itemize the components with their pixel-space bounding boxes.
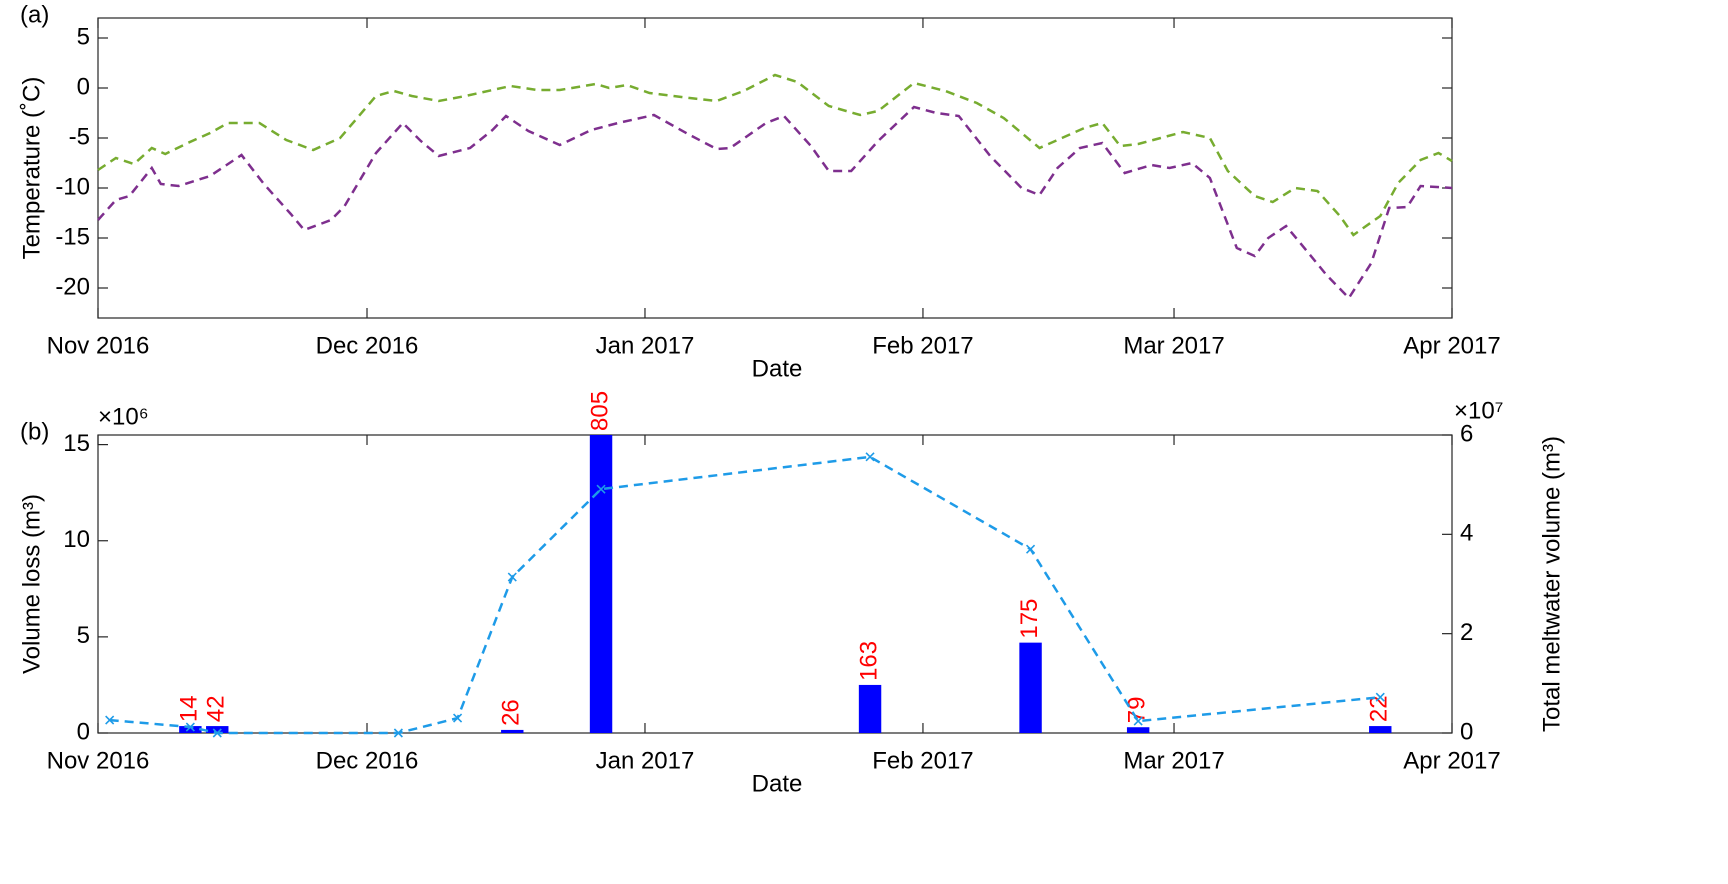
marker: [185, 722, 195, 732]
y2-tick-label: 6: [1460, 420, 1473, 447]
y-tick-label: 5: [77, 622, 90, 649]
y-tick-label: -5: [69, 123, 90, 150]
bar: [858, 684, 882, 733]
x-axis-label: Date: [752, 770, 803, 797]
marker: [1375, 692, 1385, 702]
y-tick-label: 15: [63, 430, 90, 457]
y-tick-label: 0: [77, 73, 90, 100]
y-tick-label: -10: [55, 173, 90, 200]
plot-frame: [97, 434, 1453, 734]
bar-label: 22: [1366, 695, 1393, 722]
marker: [596, 484, 606, 494]
y-tick-label: -15: [55, 223, 90, 250]
bar: [179, 726, 202, 733]
marker: [1025, 544, 1036, 554]
bar: [589, 435, 613, 733]
x-tick-label: Jan 2017: [596, 747, 695, 774]
x-tick-label: Dec 2016: [316, 747, 419, 774]
x-tick-label: Dec 2016: [316, 332, 419, 359]
y2-multiplier: ×10⁷: [1454, 397, 1503, 424]
bar: [1369, 726, 1392, 733]
bar-label: 26: [498, 699, 525, 726]
x-tick-label: Apr 2017: [1403, 332, 1500, 359]
panel-label: (b): [20, 418, 49, 445]
y-axis-label: Temperature (˚C): [18, 77, 45, 260]
y2-axis-label: Total meltwater volume (m³): [1538, 436, 1565, 732]
x-tick-label: Mar 2017: [1123, 747, 1224, 774]
bar: [501, 729, 524, 733]
marker: [212, 728, 222, 738]
y2-tick-label: 4: [1460, 520, 1473, 547]
bar: [1019, 642, 1042, 733]
y-tick-label: 0: [77, 718, 90, 745]
y-axis-label: Volume loss (m³): [18, 494, 45, 674]
bar-label: 175: [1016, 599, 1043, 639]
marker: [393, 728, 403, 738]
marker: [1133, 716, 1143, 726]
y2-tick-label: 0: [1460, 718, 1473, 745]
x-axis-label: Date: [752, 355, 803, 382]
line: [109, 455, 1381, 735]
y-tick-label: 10: [63, 526, 90, 553]
plot-frame: [97, 17, 1453, 319]
line: [97, 105, 1453, 301]
x-tick-label: Nov 2016: [47, 747, 150, 774]
marker: [507, 572, 517, 582]
x-tick-label: Feb 2017: [872, 332, 973, 359]
panel-label: (a): [20, 1, 49, 28]
marker: [453, 713, 463, 723]
y-tick-label: -20: [55, 273, 90, 300]
bar-label: 42: [203, 695, 230, 722]
bar-label: 805: [586, 391, 613, 431]
bar-label: 163: [855, 641, 882, 681]
marker: [865, 452, 875, 462]
marker: [105, 715, 115, 725]
y-multiplier: ×10⁶: [98, 403, 149, 430]
bar: [206, 726, 229, 733]
y2-tick-label: 2: [1460, 619, 1473, 646]
x-tick-label: Mar 2017: [1123, 332, 1224, 359]
bar: [1126, 727, 1150, 733]
x-tick-label: Feb 2017: [872, 747, 973, 774]
x-tick-label: Nov 2016: [47, 332, 150, 359]
x-tick-label: Jan 2017: [596, 332, 695, 359]
bar-label: 14: [176, 695, 203, 722]
line: [97, 73, 1453, 237]
y-tick-label: 5: [77, 23, 90, 50]
x-tick-label: Apr 2017: [1403, 747, 1500, 774]
